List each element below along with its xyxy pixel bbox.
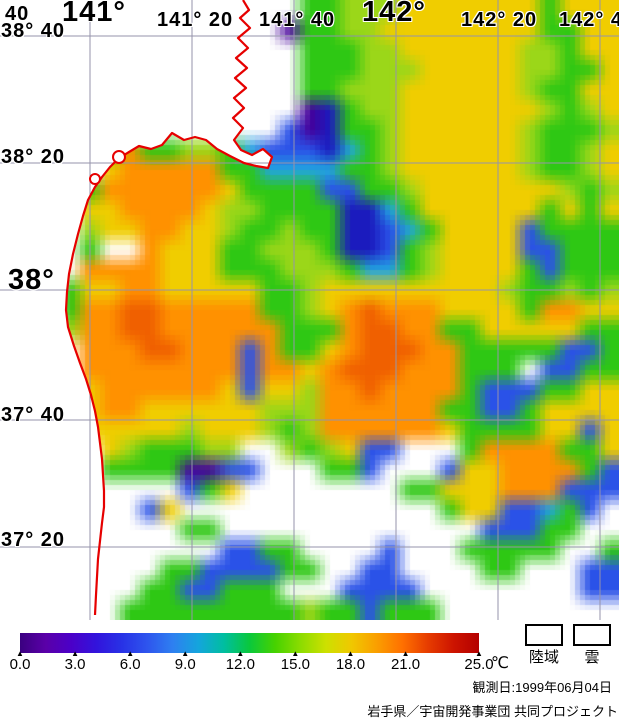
colorbar-tick-label: 9.0 bbox=[174, 656, 196, 673]
observation-date: 観測日:1999年06月04日 bbox=[472, 680, 612, 695]
colorbar-tick-label: 25.0 bbox=[464, 656, 494, 673]
colorbar-tick-label: 12.0 bbox=[225, 656, 255, 673]
latitude-label: 38° bbox=[8, 264, 55, 296]
legend-box-land bbox=[525, 624, 563, 646]
longitude-label: 141° bbox=[62, 0, 126, 28]
colorbar-unit: ℃ bbox=[491, 655, 509, 672]
legend-box-cloud bbox=[573, 624, 611, 646]
longitude-label: 142° 40 bbox=[559, 9, 619, 31]
latitude-label: 37° 40 bbox=[1, 404, 66, 426]
latitude-label: 38° 20 bbox=[1, 146, 66, 168]
colorbar-tick-marker: ▲ bbox=[71, 649, 80, 658]
colorbar-tick-marker: ▲ bbox=[475, 649, 483, 658]
colorbar-tick-marker: ▲ bbox=[181, 649, 190, 658]
colorbar-tick-marker: ▲ bbox=[401, 649, 410, 658]
colorbar-tick-label: 18.0 bbox=[335, 656, 366, 673]
credit-text: 岩手県／宇宙開発事業団 共同プロジェクト bbox=[367, 704, 618, 719]
longitude-label: 142° bbox=[362, 0, 426, 28]
legend-label-land: 陸域 bbox=[528, 649, 559, 666]
colorbar-tick-label: 21.0 bbox=[390, 656, 421, 673]
colorbar-tick-label: 6.0 bbox=[119, 656, 141, 673]
colorbar-tick-marker: ▲ bbox=[346, 649, 355, 658]
colorbar-tick-label: 3.0 bbox=[64, 656, 86, 673]
sst-raster-canvas bbox=[0, 0, 619, 620]
latitude-label: 38° 40 bbox=[1, 20, 66, 42]
colorbar-tick-label: 0.0 bbox=[9, 656, 31, 673]
colorbar-tick-marker: ▲ bbox=[236, 649, 245, 658]
colorbar-tick-marker: ▲ bbox=[291, 649, 300, 658]
colorbar-tick-marker: ▲ bbox=[16, 649, 24, 658]
longitude-label: 40 bbox=[5, 3, 30, 25]
latitude-label: 37° 20 bbox=[1, 529, 66, 551]
colorbar-tick-marker: ▲ bbox=[126, 649, 135, 658]
legend-label-cloud: 雲 bbox=[584, 649, 600, 666]
colorbar-tick-label: 15.0 bbox=[280, 656, 310, 673]
colorbar-gradient bbox=[20, 633, 479, 653]
longitude-label: 142° 20 bbox=[461, 9, 538, 31]
longitude-label: 141° 20 bbox=[157, 9, 234, 31]
longitude-label: 141° 40 bbox=[259, 9, 336, 31]
